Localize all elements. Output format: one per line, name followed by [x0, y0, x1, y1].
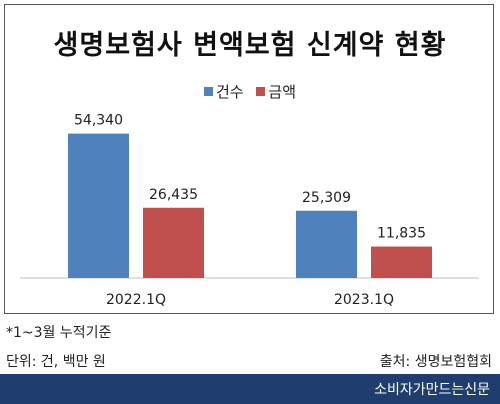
legend-item-amount: 금액: [256, 81, 296, 102]
data-label-count-0: 54,340: [74, 113, 123, 129]
legend-swatch-amount: [256, 87, 266, 96]
bar-amount-0: [143, 207, 204, 278]
unit-note: 단위: 건, 백만 원: [6, 354, 106, 370]
brand-bar: 소비자가만드는신문: [0, 374, 500, 404]
legend: 건수 금액: [5, 81, 495, 102]
source-note: 출처: 생명보험협회: [379, 354, 492, 370]
bar-count-0: [68, 133, 129, 278]
footnote: *1~3월 누적기준: [6, 325, 112, 341]
data-label-amount-0: 26,435: [149, 187, 198, 203]
legend-item-count: 건수: [204, 81, 244, 102]
bar-count-1: [296, 210, 357, 278]
legend-swatch-count: [204, 87, 213, 96]
category-label-0: 2022.1Q: [106, 292, 166, 308]
chart-title: 생명보험사 변액보험 신계약 현황: [53, 30, 447, 61]
legend-label-amount: 금액: [268, 83, 296, 101]
brand-name: 소비자가만드는신문: [374, 382, 490, 398]
legend-label-count: 건수: [216, 83, 244, 101]
bar-amount-1: [371, 246, 432, 278]
category-label-1: 2023.1Q: [334, 292, 394, 308]
data-label-amount-1: 11,835: [377, 226, 426, 242]
bar-chart: 54,340 26,435 2022.1Q 25,309 11,835 2023.1Q: [20, 113, 479, 308]
data-label-count-1: 25,309: [302, 190, 351, 206]
